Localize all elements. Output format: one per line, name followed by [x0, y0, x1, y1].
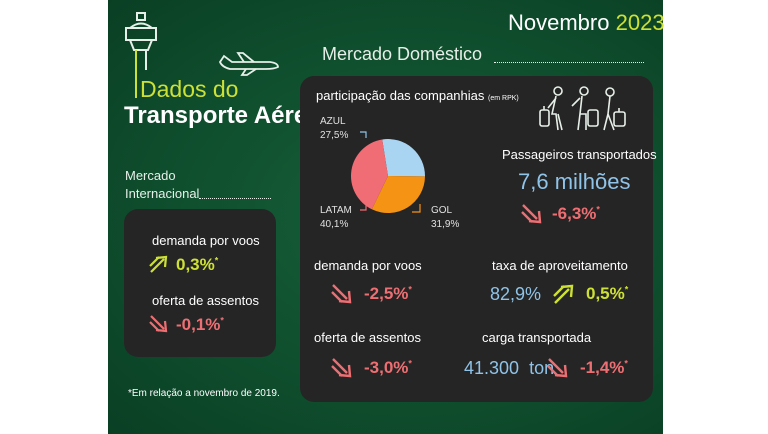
demand-change: -2,5%*	[364, 284, 412, 303]
passengers-change: -6,3%*	[552, 204, 600, 223]
supply-label: oferta de assentos	[314, 330, 421, 345]
arrow-up-icon	[553, 284, 574, 304]
domestic-heading: Mercado Doméstico	[322, 44, 483, 64]
airplane-icon	[218, 52, 279, 76]
passengers-label: Passageiros transportados	[502, 147, 657, 162]
load-factor-label: taxa de aproveitamento	[492, 258, 628, 273]
domestic-heading-divider	[494, 62, 644, 63]
intl-demand-label: demanda por voos	[152, 233, 260, 248]
intl-supply-change: -0,1%*	[176, 315, 224, 334]
arrow-down-icon	[331, 358, 352, 378]
control-tower-icon	[125, 12, 157, 98]
passengers-value: 7,6 milhões	[518, 169, 631, 194]
pie-label-latam-value: 40,1%	[320, 219, 349, 230]
intl-supply-label: oferta de assentos	[152, 293, 259, 308]
load-factor-change: 0,5%*	[586, 284, 629, 303]
pie-label-gol-value: 31,9%	[431, 219, 460, 230]
travelers-icon	[539, 86, 626, 131]
arrow-down-icon	[547, 358, 568, 378]
pie-label-gol-name: GOL	[431, 205, 453, 216]
international-heading-divider	[199, 198, 271, 199]
demand-label: demanda por voos	[314, 258, 422, 273]
arrow-down-icon	[149, 315, 168, 333]
pie-label-azul-value: 27,5%	[320, 130, 349, 141]
intl-demand-change: 0,3%*	[176, 255, 219, 274]
pie-label-latam-name: LATAM	[320, 205, 352, 216]
international-panel: demanda por voos 0,3%* oferta de assento…	[124, 209, 276, 357]
international-heading-line2: Internacional	[125, 186, 200, 201]
pie-label-azul-name: AZUL	[320, 116, 346, 127]
share-label: participação das companhias (em RPK)	[316, 88, 519, 103]
header-date: Novembro 2023	[508, 10, 665, 36]
supply-change: -3,0%*	[364, 358, 412, 377]
arrow-up-icon	[149, 255, 168, 273]
pie-slice-latam	[351, 139, 388, 210]
infographic: Novembro 2023 Dados do Transporte Aéreo …	[108, 0, 665, 434]
arrow-down-icon	[521, 204, 542, 224]
cargo-change: -1,4%*	[580, 358, 628, 377]
footnote: *Em relação a novembro de 2019.	[128, 388, 280, 399]
domestic-panel: participação das companhias (em RPK) AZU…	[300, 76, 657, 402]
pie-leader-lines	[360, 131, 421, 213]
pie-slice-azul	[382, 139, 425, 177]
title-line1: Dados do	[140, 76, 239, 102]
share-pie-chart	[351, 139, 425, 213]
title-line2: Transporte Aéreo	[124, 102, 322, 129]
international-heading-line1: Mercado	[125, 168, 176, 183]
header-month: Novembro	[508, 10, 610, 35]
cargo-unit: ton	[529, 358, 555, 378]
cargo-value: 41.300 ton	[464, 358, 555, 378]
load-factor-value: 82,9%	[490, 284, 542, 304]
cargo-label: carga transportada	[482, 330, 592, 345]
arrow-down-icon	[331, 284, 352, 304]
pie-slice-gol	[371, 176, 425, 213]
header-year: 2023	[615, 10, 665, 35]
share-unit: (em RPK)	[488, 95, 519, 102]
